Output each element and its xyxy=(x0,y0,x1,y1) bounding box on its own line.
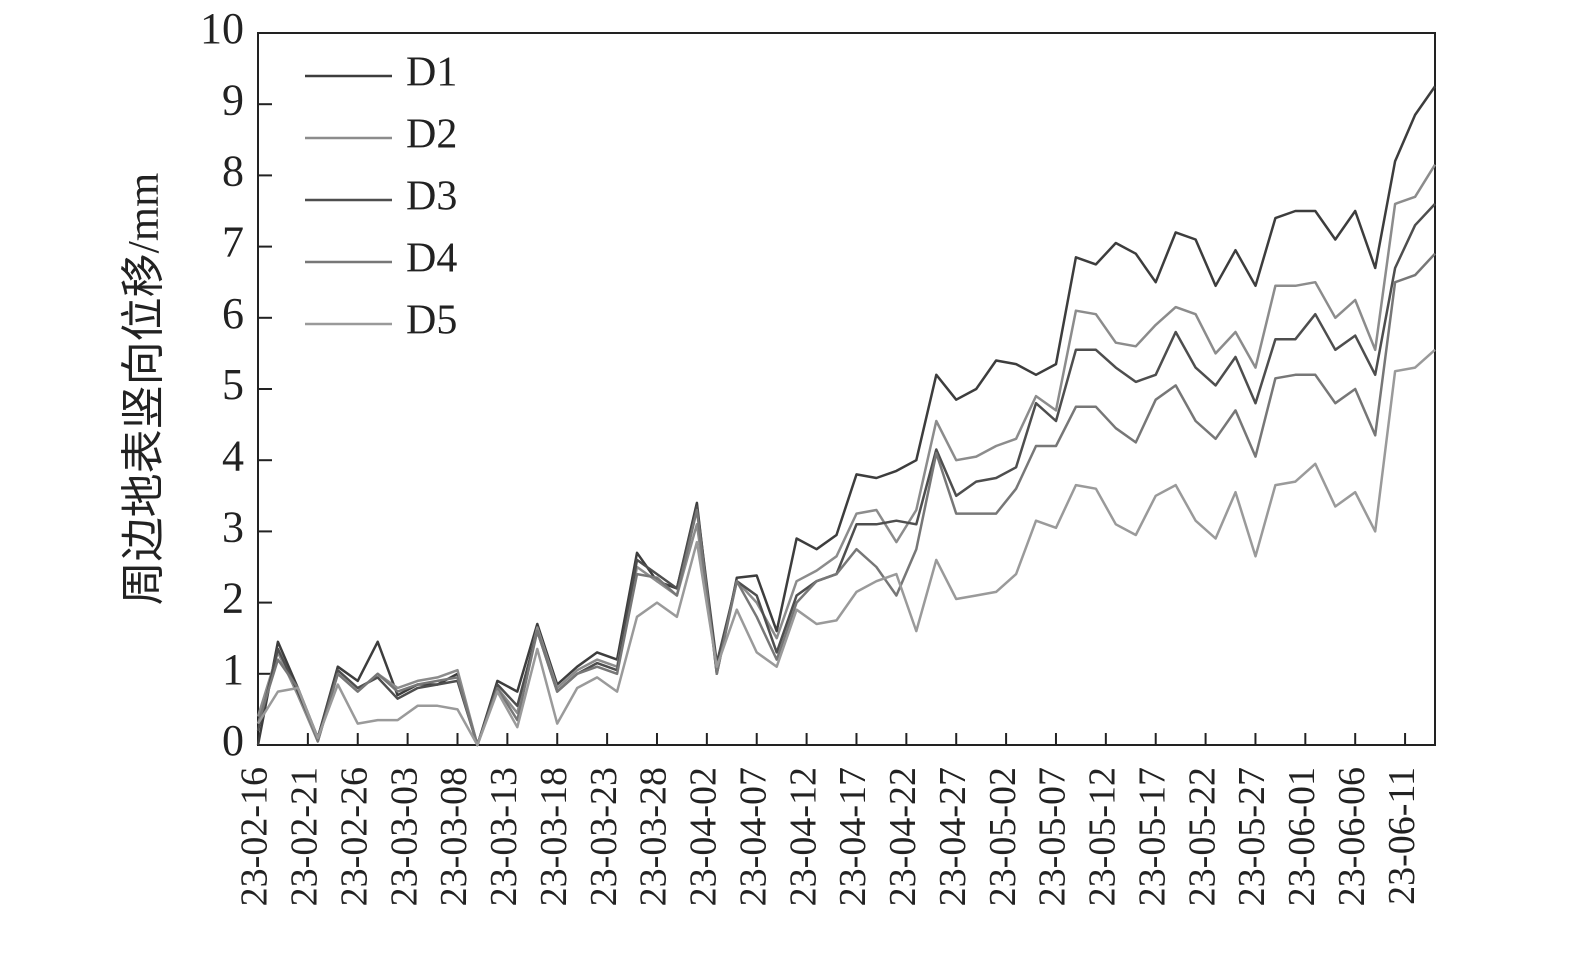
x-tick-label: 23-04-22 xyxy=(882,767,924,906)
x-tick-label: 23-04-17 xyxy=(832,767,874,906)
y-tick-label: 4 xyxy=(222,431,244,480)
legend-label-d4: D4 xyxy=(406,236,457,282)
y-tick-label: 0 xyxy=(222,716,244,765)
legend-label-d2: D2 xyxy=(406,112,457,158)
y-tick-label: 5 xyxy=(222,360,244,409)
y-tick-label: 3 xyxy=(222,502,244,551)
y-tick-label: 2 xyxy=(222,574,244,623)
x-tick-label: 23-03-18 xyxy=(533,767,575,906)
x-tick-label: 23-02-26 xyxy=(333,767,375,906)
x-tick-label: 23-05-22 xyxy=(1181,767,1223,906)
y-axis: 0 1 2 3 4 5 6 7 8 9 10 xyxy=(200,4,272,765)
x-tick-label: 23-06-06 xyxy=(1331,767,1373,906)
x-tick-label: 23-05-12 xyxy=(1082,767,1124,906)
y-tick-label: 1 xyxy=(222,645,244,694)
series-line-d5 xyxy=(256,348,1436,747)
y-tick-label: 8 xyxy=(222,146,244,195)
x-tick-label: 23-04-02 xyxy=(683,767,725,906)
x-tick-label: 23-05-27 xyxy=(1231,767,1273,906)
series-line-d3 xyxy=(256,203,1436,747)
x-tick-label: 23-05-02 xyxy=(982,767,1024,906)
y-axis-label: 周边地表竖向位移/mm xyxy=(119,173,168,606)
series-line-d1 xyxy=(256,85,1437,747)
legend-label-d3: D3 xyxy=(406,174,457,220)
x-axis: 23-02-16 23-02-21 23-02-26 23-03-03 23-03-08… xyxy=(234,733,1423,906)
x-tick-label: 23-03-08 xyxy=(433,767,475,906)
x-tick-label: 23-06-11 xyxy=(1381,767,1423,905)
x-tick-label: 23-03-13 xyxy=(483,767,525,906)
x-tick-label: 23-03-28 xyxy=(633,767,675,906)
y-tick-label: 9 xyxy=(222,75,244,124)
x-tick-label: 23-02-21 xyxy=(284,767,326,906)
y-tick-label: 10 xyxy=(200,4,244,53)
series-lines xyxy=(256,85,1437,747)
x-tick-label: 23-04-27 xyxy=(932,767,974,906)
x-tick-label: 23-04-12 xyxy=(782,767,824,906)
x-tick-label: 23-04-07 xyxy=(732,767,774,906)
x-tick-label: 23-05-07 xyxy=(1032,767,1074,906)
x-tick-label: 23-05-17 xyxy=(1131,767,1173,906)
series-line-d2 xyxy=(256,164,1437,747)
legend-label-d1: D1 xyxy=(406,50,457,96)
x-tick-label: 23-03-23 xyxy=(583,767,625,906)
legend: D1 D2 D3 D4 D5 xyxy=(305,50,457,344)
x-tick-label: 23-02-16 xyxy=(234,767,276,906)
y-tick-label: 6 xyxy=(222,289,244,338)
legend-label-d5: D5 xyxy=(406,298,457,344)
y-tick-label: 7 xyxy=(222,218,244,267)
series-line-d4 xyxy=(256,252,1436,747)
x-tick-label: 23-03-03 xyxy=(383,767,425,906)
x-tick-label: 23-06-01 xyxy=(1281,767,1323,906)
